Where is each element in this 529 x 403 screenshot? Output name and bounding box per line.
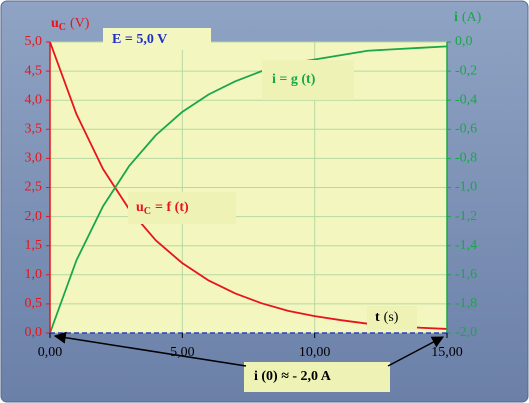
y2-tick-label: -1,8 bbox=[455, 296, 477, 311]
arrow bbox=[53, 331, 247, 367]
y2-tick-label: -1,2 bbox=[455, 209, 477, 224]
y2-tick-label: -0,6 bbox=[455, 122, 477, 137]
y2-tick-label: -0,4 bbox=[455, 92, 477, 107]
x-label-box bbox=[367, 306, 417, 330]
y2-tick-label: -0,2 bbox=[455, 63, 477, 78]
y2-tick-label: 0,0 bbox=[455, 34, 473, 49]
y-tick-label: 3,0 bbox=[25, 151, 43, 166]
y-tick-label: 1,0 bbox=[25, 267, 43, 282]
y-tick-label: 1,5 bbox=[25, 238, 43, 253]
y-tick-label: 4,5 bbox=[25, 63, 43, 78]
series-line bbox=[49, 45, 448, 334]
y2-tick-label: -1,4 bbox=[455, 238, 477, 253]
source-box bbox=[103, 28, 211, 50]
y2-tick-label: -1,6 bbox=[455, 267, 477, 282]
source-label: E = 5,0 V bbox=[112, 32, 167, 47]
x-tick-label: 0,00 bbox=[38, 345, 63, 360]
y-tick-label: 3,5 bbox=[25, 122, 43, 137]
x-tick-label: 10,00 bbox=[299, 345, 331, 360]
x-tick-label: 15,00 bbox=[431, 345, 463, 360]
y-axis-label: uC (V) bbox=[51, 16, 90, 33]
y-tick-label: 4,0 bbox=[25, 92, 43, 107]
y2-tick-label: -1,0 bbox=[455, 180, 477, 195]
y-tick-label: 0,5 bbox=[25, 296, 43, 311]
y-tick-label: 2,5 bbox=[25, 180, 43, 195]
green-label-box bbox=[262, 60, 354, 100]
green-curve-label: i = g (t) bbox=[272, 72, 316, 87]
y-tick-label: 5,0 bbox=[25, 34, 43, 49]
y2-tick-label: -2,0 bbox=[455, 325, 477, 340]
y-tick-label: 2,0 bbox=[25, 209, 43, 224]
initial-current-label: i (0) ≈ - 2,0 A bbox=[254, 369, 332, 384]
red-curve-label: uC = f (t) bbox=[136, 200, 189, 217]
red-label-box bbox=[128, 192, 236, 224]
initial-current-box bbox=[244, 362, 390, 392]
y2-tick-label: -0,8 bbox=[455, 151, 477, 166]
y-tick-label: 0,0 bbox=[25, 325, 43, 340]
y2-axis-label: i (A) bbox=[454, 10, 482, 25]
x-tick-label: 5,00 bbox=[170, 345, 195, 360]
x-axis-label: t (s) bbox=[375, 310, 399, 325]
arrow bbox=[387, 336, 445, 367]
